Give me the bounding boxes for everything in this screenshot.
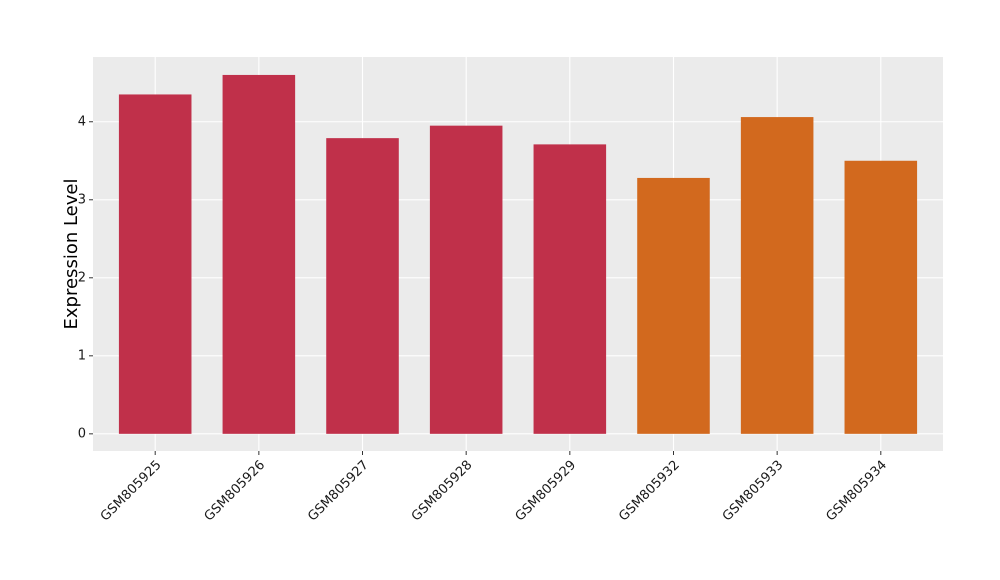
x-tick-label: GSM805926 bbox=[202, 458, 269, 525]
bar bbox=[844, 160, 918, 434]
x-tick-label: GSM805934 bbox=[824, 458, 891, 525]
x-tick-label: GSM805927 bbox=[305, 458, 372, 525]
bar bbox=[222, 74, 296, 434]
x-tick-label: GSM805929 bbox=[513, 458, 580, 525]
bar bbox=[533, 144, 607, 434]
bar bbox=[326, 138, 399, 434]
y-tick-label: 4 bbox=[78, 114, 86, 129]
y-tick-label: 0 bbox=[78, 426, 86, 441]
bar bbox=[740, 117, 814, 434]
bar bbox=[429, 125, 503, 434]
x-tick-label: GSM805932 bbox=[616, 458, 683, 525]
panel-background bbox=[93, 57, 943, 451]
x-tick-label: GSM805928 bbox=[409, 458, 476, 525]
bar bbox=[637, 177, 710, 434]
y-axis-title: Expression Level bbox=[61, 179, 82, 330]
y-tick-label: 1 bbox=[78, 348, 86, 363]
bars bbox=[118, 74, 918, 434]
bar bbox=[118, 94, 192, 434]
x-tick-label: GSM805933 bbox=[720, 458, 787, 525]
x-tick-label: GSM805925 bbox=[98, 458, 165, 525]
y-tick-label: 3 bbox=[78, 192, 86, 207]
y-tick-label: 2 bbox=[78, 270, 86, 285]
